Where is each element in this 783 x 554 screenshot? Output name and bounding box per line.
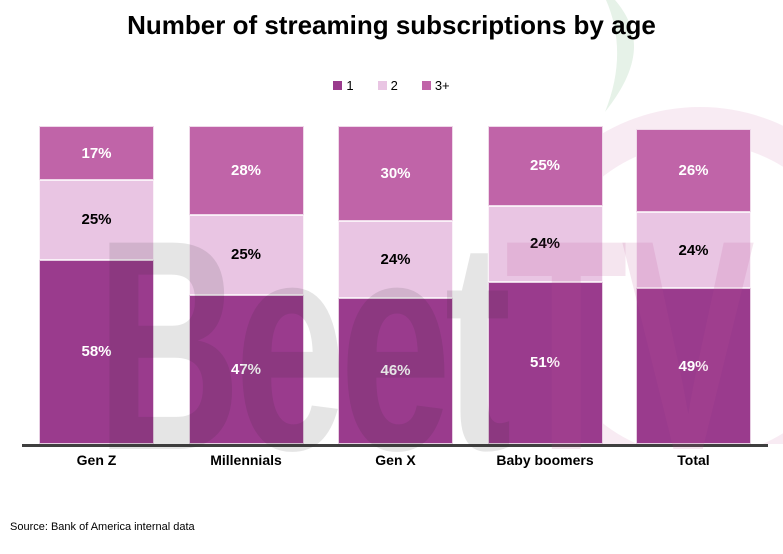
legend-label: 2 xyxy=(390,78,398,93)
segment-value-label: 25% xyxy=(529,157,561,175)
legend-item: 3+ xyxy=(421,78,450,93)
bar-segment-1: 58% xyxy=(39,259,154,444)
bar-segment-1: 51% xyxy=(487,281,603,444)
bar-segment-2: 25% xyxy=(188,215,304,295)
segment-value-label: 47% xyxy=(230,360,262,378)
segment-value-label: 25% xyxy=(81,211,112,229)
segment-value-label: 25% xyxy=(230,246,262,264)
bar-segment-3plus: 26% xyxy=(636,129,751,212)
bar-segment-2: 24% xyxy=(487,205,603,282)
segment-value-label: 17% xyxy=(81,144,112,162)
category-label: Millennials xyxy=(210,452,282,468)
segment-value-label: 58% xyxy=(81,343,112,361)
bar-segment-2: 24% xyxy=(636,211,751,289)
legend-item: 1 xyxy=(333,78,354,93)
bar-segment-3plus: 17% xyxy=(39,126,154,181)
stacked-bar-millennials: 47% 25% 28% xyxy=(188,126,304,444)
leaf-decoration xyxy=(605,0,635,112)
bar-segment-3plus: 28% xyxy=(188,126,304,216)
legend-item: 2 xyxy=(377,78,398,93)
segment-value-label: 46% xyxy=(380,362,411,380)
legend-swatch xyxy=(421,81,431,90)
segment-value-label: 24% xyxy=(529,235,561,253)
stacked-bar-gen-x: 46% 24% 30% xyxy=(338,126,453,444)
legend-swatch xyxy=(377,81,387,90)
x-axis-line xyxy=(22,444,768,447)
category-label: Total xyxy=(677,452,710,468)
category-label: Gen X xyxy=(375,452,416,468)
segment-value-label: 51% xyxy=(529,354,561,372)
legend-label: 1 xyxy=(346,78,354,93)
segment-value-label: 28% xyxy=(230,162,262,180)
bar-segment-1: 47% xyxy=(188,294,304,444)
segment-value-label: 49% xyxy=(678,357,709,375)
segment-value-label: 24% xyxy=(678,241,709,259)
legend-swatch xyxy=(333,81,343,90)
legend: 1 2 3+ xyxy=(0,78,783,93)
segment-value-label: 26% xyxy=(678,162,709,180)
stacked-bar-gen-z: 58% 25% 17% xyxy=(39,126,154,444)
category-label: Gen Z xyxy=(76,452,117,468)
bar-segment-1: 49% xyxy=(636,288,751,444)
stacked-bar-baby-boomers: 51% 24% 25% xyxy=(487,126,603,444)
bar-segment-3plus: 25% xyxy=(487,126,603,206)
bar-segment-3plus: 30% xyxy=(338,126,453,222)
segment-value-label: 30% xyxy=(380,165,411,183)
bar-segment-2: 25% xyxy=(39,180,154,260)
bar-segment-1: 46% xyxy=(338,297,453,444)
chart-title: Number of streaming subscriptions by age xyxy=(127,10,656,40)
bar-segment-2: 24% xyxy=(338,221,453,298)
category-label: Baby boomers xyxy=(496,452,594,468)
source-note: Source: Bank of America internal data xyxy=(10,521,195,533)
legend-label: 3+ xyxy=(434,78,450,93)
leaf-icon xyxy=(605,0,635,112)
stacked-bar-total: 49% 24% 26% xyxy=(636,126,751,444)
segment-value-label: 24% xyxy=(380,251,411,269)
